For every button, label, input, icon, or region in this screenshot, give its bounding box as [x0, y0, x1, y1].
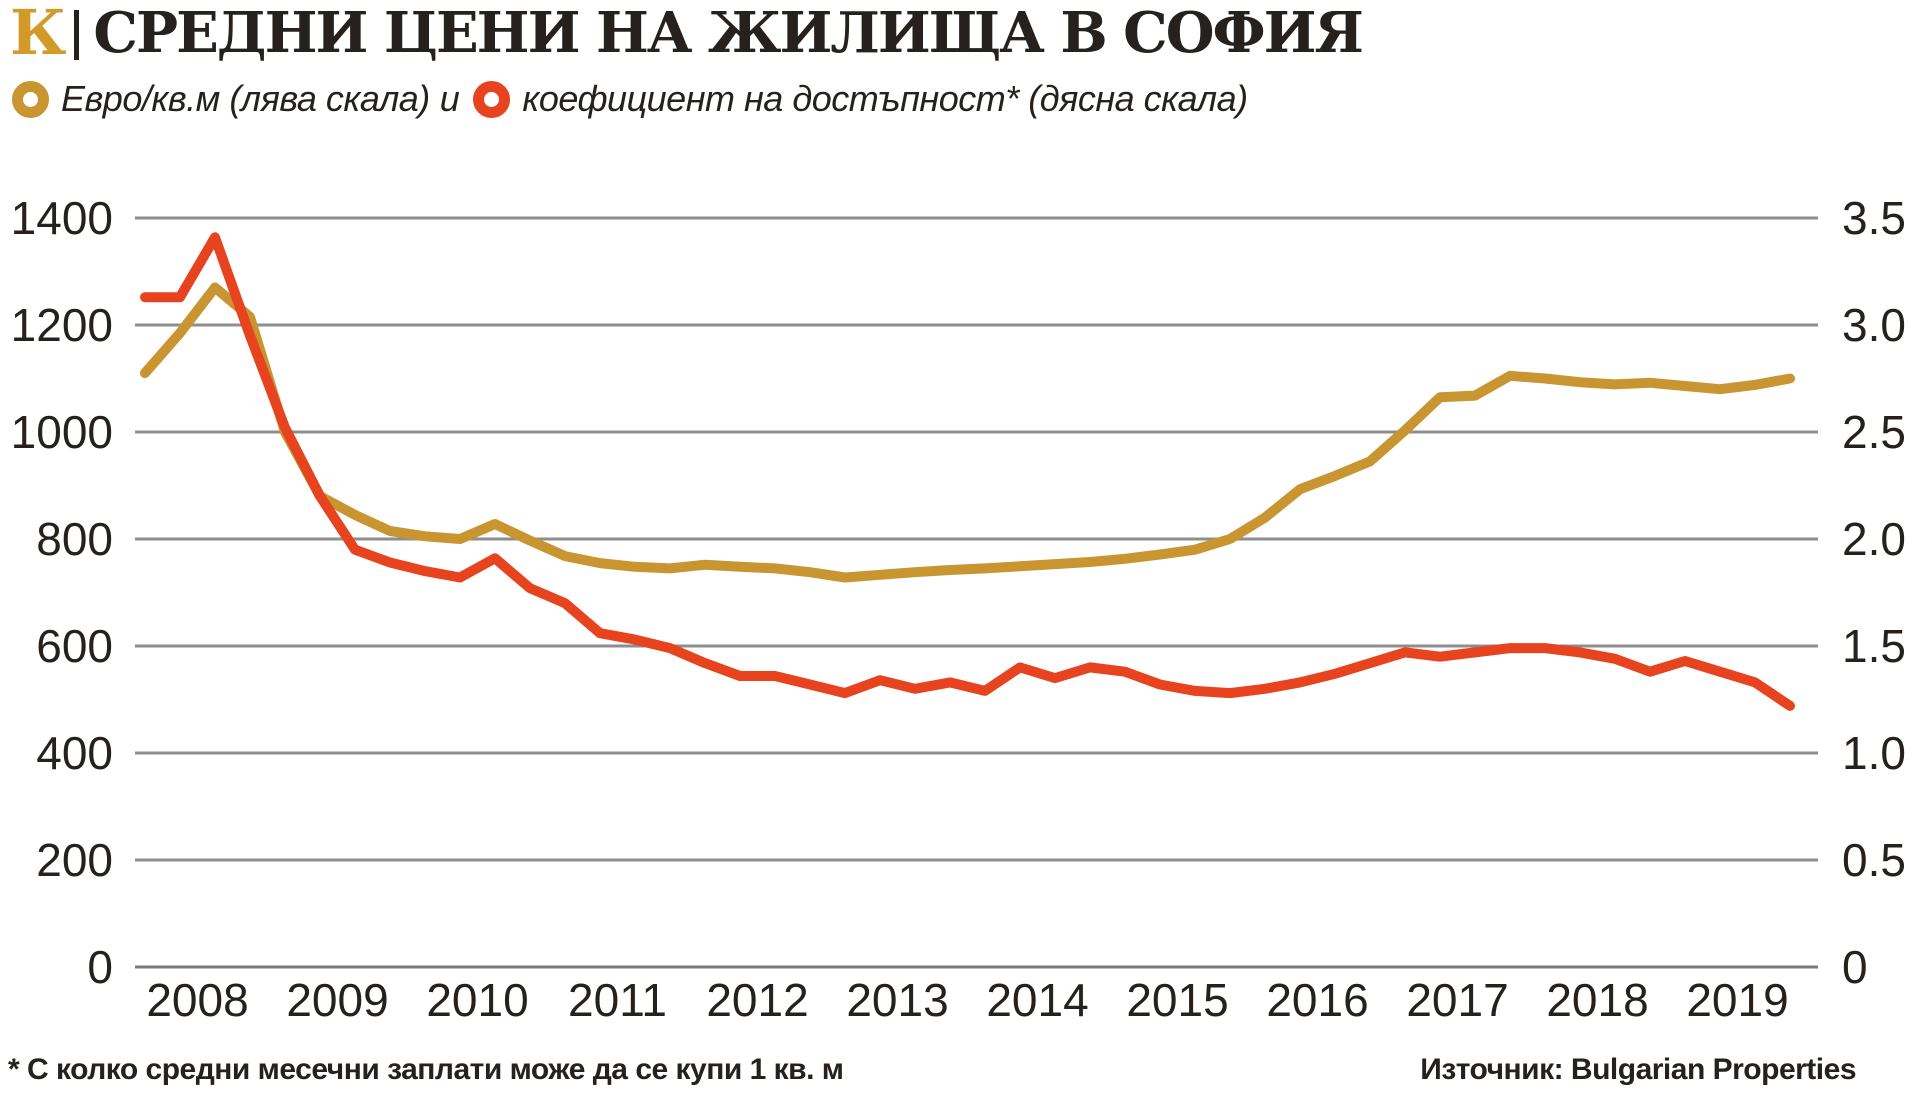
right-axis-tick-label: 0	[1842, 941, 1868, 993]
x-axis-year-label: 2012	[706, 974, 808, 1026]
footer: * С колко средни месечни заплати може да…	[0, 1053, 1920, 1087]
left-axis-tick-label: 1400	[11, 192, 113, 244]
source-credit: Източник: Bulgarian Properties	[1420, 1053, 1856, 1086]
right-axis-tick-label: 2.0	[1842, 513, 1906, 565]
x-axis-year-label: 2016	[1266, 974, 1368, 1026]
brand-logo-k: К	[10, 0, 66, 69]
x-axis-year-label: 2018	[1546, 974, 1648, 1026]
series2-legend-label: коефициент на достъпност* (дясна скала)	[522, 78, 1248, 119]
right-axis-tick-label: 3.0	[1842, 299, 1906, 351]
series-line-affordability	[140, 232, 1795, 711]
x-axis-year-label: 2009	[286, 974, 388, 1026]
legend-connector: и	[439, 78, 460, 119]
page-title: СРЕДНИ ЦЕНИ НА ЖИЛИЩА В СОФИЯ	[93, 0, 1364, 66]
logo-divider	[74, 10, 80, 60]
x-axis-year-label: 2015	[1126, 974, 1228, 1026]
x-axis-year-label: 2011	[568, 974, 667, 1026]
x-axis-year-label: 2008	[146, 974, 248, 1026]
series2-marker-icon	[473, 80, 511, 118]
chart-legend: Евро/кв.м (лява скала) и коефициент на д…	[10, 78, 1248, 120]
left-axis-tick-label: 1200	[11, 299, 113, 351]
x-axis-year-label: 2013	[846, 974, 948, 1026]
x-axis-year-label: 2017	[1406, 974, 1508, 1026]
right-axis-tick-label: 3.5	[1842, 192, 1906, 244]
left-axis-tick-label: 200	[36, 834, 113, 886]
x-axis-year-label: 2019	[1686, 974, 1788, 1026]
left-axis-tick-label: 800	[36, 513, 113, 565]
series1-marker-icon	[12, 80, 49, 118]
left-axis-tick-label: 1000	[11, 406, 113, 458]
series1-legend-label: Евро/кв.м (лява скала)	[61, 78, 430, 119]
right-axis-tick-label: 1.5	[1842, 620, 1906, 672]
header: К СРЕДНИ ЦЕНИ НА ЖИЛИЩА В СОФИЯ	[10, 0, 1364, 69]
left-axis-tick-label: 400	[36, 727, 113, 779]
left-axis-tick-label: 0	[87, 941, 113, 993]
right-axis-tick-label: 0.5	[1842, 834, 1906, 886]
left-axis-tick-label: 600	[36, 620, 113, 672]
footnote: * С колко средни месечни заплати може да…	[8, 1053, 844, 1086]
right-axis-tick-label: 1.0	[1842, 727, 1906, 779]
x-axis-year-label: 2010	[426, 974, 528, 1026]
x-axis-year-label: 2014	[986, 974, 1088, 1026]
right-axis-tick-label: 2.5	[1842, 406, 1906, 458]
series-line-price	[140, 282, 1795, 583]
